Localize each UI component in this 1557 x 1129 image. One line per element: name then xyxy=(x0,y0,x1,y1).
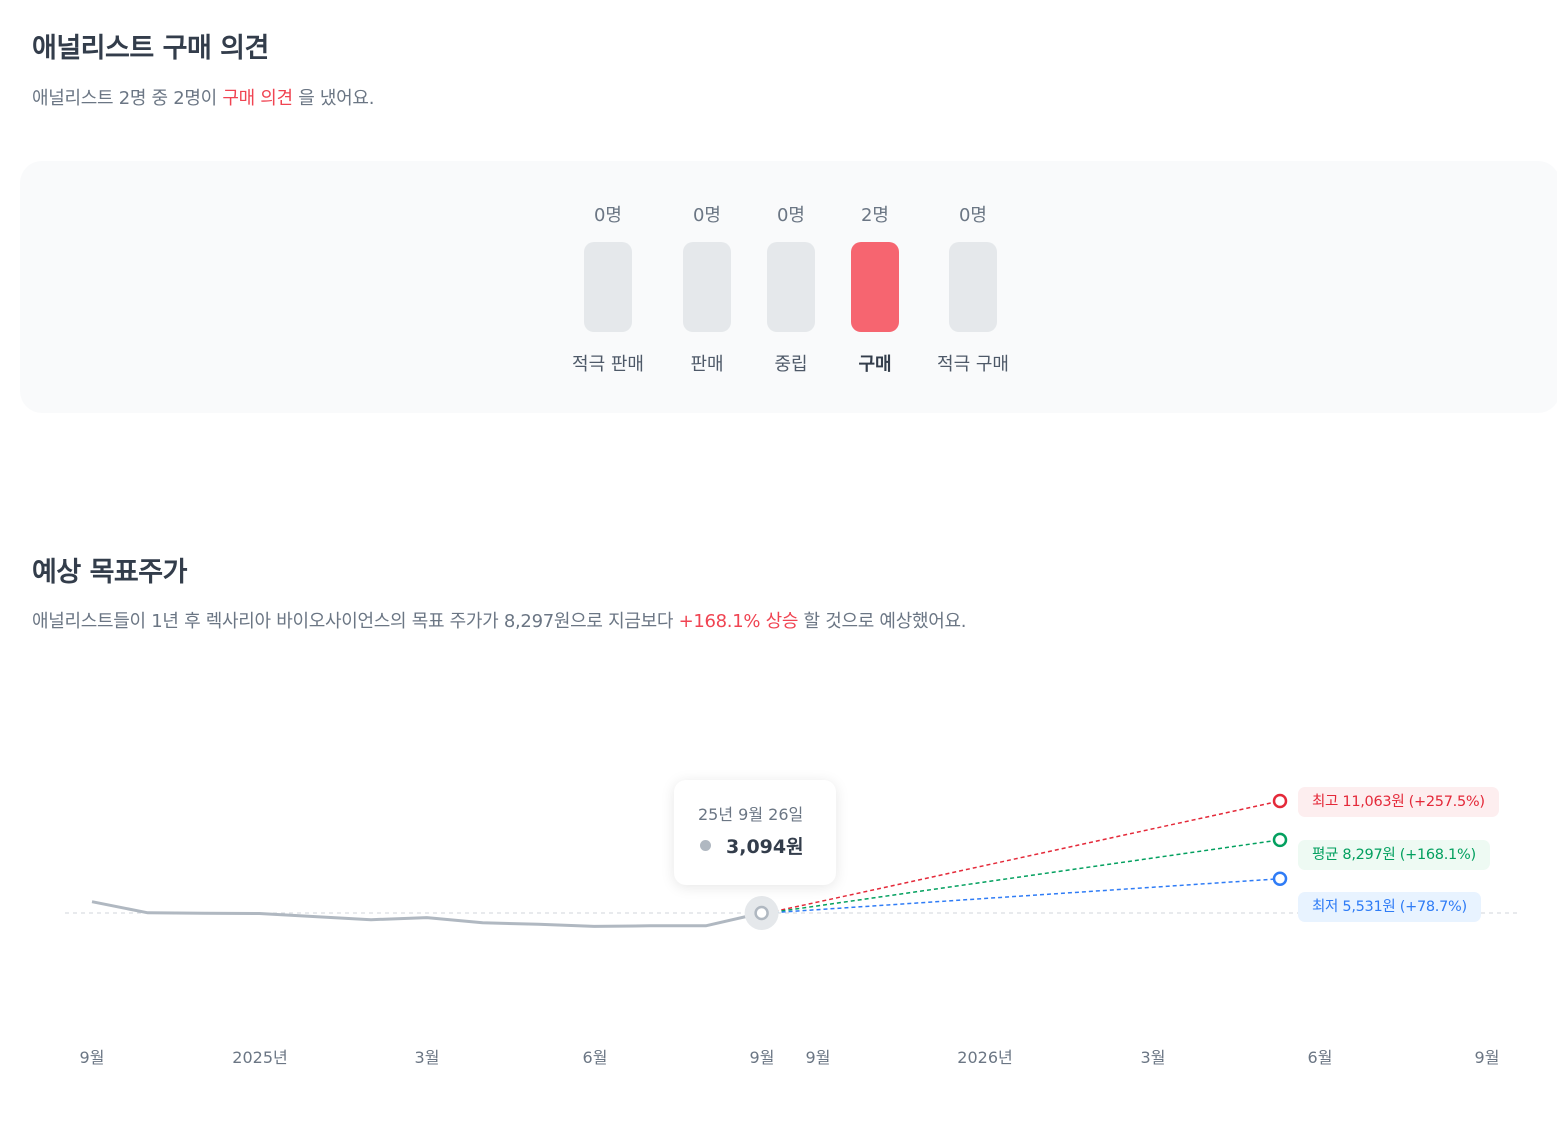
opinion-count: 2명 xyxy=(860,205,889,226)
opinion-summary: 애널리스트 2명 중 2명이 구매 의견 을 냈어요. xyxy=(32,84,374,110)
opinion-label: 적극 판매 xyxy=(572,354,644,375)
opinion-bar xyxy=(584,242,632,332)
x-tick-label: 2026년 xyxy=(957,1048,1013,1067)
opinion-count: 0명 xyxy=(593,205,622,226)
projection-low-line xyxy=(767,877,1281,914)
opinion-title: 애널리스트 구매 의견 xyxy=(32,33,269,64)
target-summary: 애널리스트들이 1년 후 렉사리아 바이오사이언스의 목표 주가가 8,297원… xyxy=(32,607,966,633)
price-history-line xyxy=(91,900,762,928)
target-title: 예상 목표주가 xyxy=(32,557,187,588)
opinion-label: 적극 구매 xyxy=(937,354,1009,375)
opinion-summary-highlight: 구매 의견 xyxy=(222,88,293,109)
opinion-label: 중립 xyxy=(774,354,808,375)
opinion-count: 0명 xyxy=(958,205,987,226)
x-tick-label: 2025년 xyxy=(232,1048,288,1067)
target-low-badge: 최저 5,531원 (+78.7%) xyxy=(1298,892,1481,922)
opinion-summary-prefix: 애널리스트 2명 중 2명이 xyxy=(32,88,223,109)
projection-avg-point xyxy=(1272,832,1288,848)
target-price-chart[interactable] xyxy=(0,640,1557,1100)
x-tick-label: 9월 xyxy=(79,1048,105,1067)
opinion-summary-suffix: 을 냈어요. xyxy=(292,88,375,109)
target-summary-highlight: +168.1% 상승 xyxy=(678,611,799,632)
x-tick-label: 6월 xyxy=(1307,1048,1333,1067)
projection-high-line xyxy=(767,800,1281,914)
opinion-label: 판매 xyxy=(690,354,724,375)
opinion-count: 0명 xyxy=(776,205,805,226)
x-tick-label: 6월 xyxy=(582,1048,608,1067)
tooltip-series-dot xyxy=(700,840,711,851)
x-tick-label: 3월 xyxy=(1140,1048,1166,1067)
projection-high-point xyxy=(1272,793,1288,809)
opinion-panel: 0명 적극 판매 0명 판매 0명 중립 2명 구매 0명 적극 구매 xyxy=(20,161,1557,413)
target-avg-badge: 평균 8,297원 (+168.1%) xyxy=(1298,840,1490,870)
opinion-bar xyxy=(767,242,815,332)
tooltip-date: 25년 9월 26일 xyxy=(698,805,804,824)
x-tick-label: 9월 xyxy=(1474,1048,1500,1067)
tooltip-price: 3,094원 xyxy=(726,836,804,858)
target-high-badge: 최고 11,063원 (+257.5%) xyxy=(1298,787,1499,817)
opinion-count: 0명 xyxy=(692,205,721,226)
x-tick-label: 9월 xyxy=(805,1048,831,1067)
opinion-bar xyxy=(683,242,731,332)
opinion-bar-active xyxy=(851,242,899,332)
projection-avg-line xyxy=(767,839,1281,914)
target-summary-prefix: 애널리스트들이 1년 후 렉사리아 바이오사이언스의 목표 주가가 8,297원… xyxy=(32,611,679,632)
x-tick-label: 9월 xyxy=(749,1048,775,1067)
current-point[interactable] xyxy=(754,905,769,921)
opinion-label-active: 구매 xyxy=(858,354,892,375)
opinion-bar xyxy=(949,242,997,332)
projection-low-point xyxy=(1272,871,1288,886)
x-tick-label: 3월 xyxy=(414,1048,440,1067)
target-summary-suffix: 할 것으로 예상했어요. xyxy=(798,611,967,632)
price-tooltip: 25년 9월 26일 3,094원 xyxy=(674,780,836,885)
